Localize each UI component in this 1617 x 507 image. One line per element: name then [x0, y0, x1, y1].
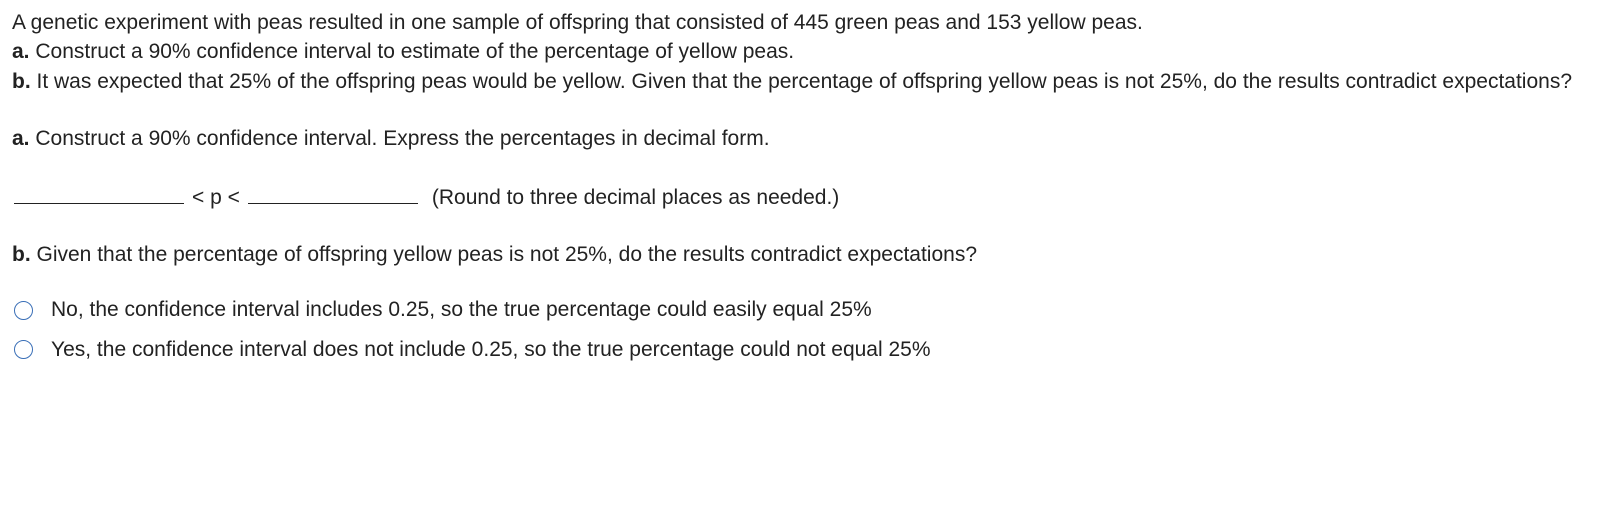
intro-line1: A genetic experiment with peas resulted … — [12, 11, 1143, 34]
intro-b-label: b. — [12, 70, 31, 93]
intro-a-text: Construct a 90% confidence interval to e… — [30, 40, 795, 63]
radio-option-no[interactable]: No, the confidence interval includes 0.2… — [12, 295, 1605, 324]
intro-a-label: a. — [12, 40, 30, 63]
radio-circle-icon[interactable] — [14, 340, 33, 359]
problem-intro: A genetic experiment with peas resulted … — [12, 8, 1605, 96]
upper-bound-input[interactable] — [248, 180, 418, 204]
part-b-prompt: b. Given that the percentage of offsprin… — [12, 240, 1605, 269]
part-b-text: Given that the percentage of offspring y… — [31, 243, 977, 266]
part-a-label: a. — [12, 127, 30, 150]
radio-option-yes[interactable]: Yes, the confidence interval does not in… — [12, 335, 1605, 364]
lower-bound-input[interactable] — [14, 180, 184, 204]
radio-circle-icon[interactable] — [14, 301, 33, 320]
inequality-text: < p < — [192, 183, 240, 212]
part-a-prompt: a. Construct a 90% confidence interval. … — [12, 124, 1605, 153]
option-yes-text: Yes, the confidence interval does not in… — [51, 335, 931, 364]
option-no-text: No, the confidence interval includes 0.2… — [51, 295, 872, 324]
round-note: (Round to three decimal places as needed… — [432, 183, 839, 212]
part-b-label: b. — [12, 243, 31, 266]
answer-line: < p < (Round to three decimal places as … — [12, 180, 1605, 212]
intro-b-text: It was expected that 25% of the offsprin… — [31, 70, 1572, 93]
part-a-text: Construct a 90% confidence interval. Exp… — [30, 127, 770, 150]
